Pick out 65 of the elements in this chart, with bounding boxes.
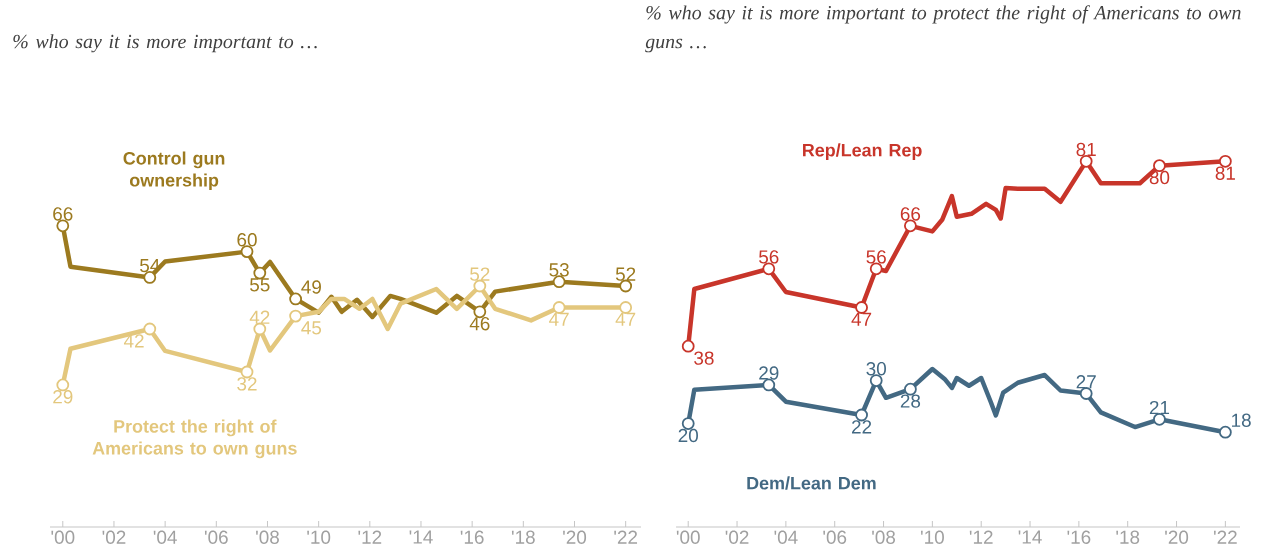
x-tick-label: '08 [256,530,279,544]
data-label: 28 [900,394,921,408]
x-tick-label: '22 [614,530,638,544]
data-label: 49 [301,280,321,294]
text: Rep/Lean Rep [803,143,922,161]
chart-title: % who say it is more important to protect the right of Americans to own guns … [645,5,1241,53]
x-tick-label: '12 [358,530,382,544]
x-tick-label: '14 [409,530,433,544]
x-tick-label: '14 [1018,530,1042,544]
data-label: 21 [1149,400,1170,415]
data-label: 46 [469,317,490,331]
text: Dem/Lean Dem [747,476,876,490]
data-label: 52 [615,267,636,281]
point [143,322,157,336]
data-label: 47 [549,312,569,326]
x-tick-label: '20 [1165,530,1189,544]
data-label: 42 [249,310,270,324]
data-label: 52 [470,267,490,281]
data-label: 55 [250,278,270,292]
data-label: 56 [759,250,779,264]
data-label: 53 [549,263,569,277]
point [1218,425,1232,439]
point [289,309,303,323]
x-tick-label: '18 [1116,530,1140,544]
chart-title: % who say it is more important to … [13,34,317,53]
x-tick-label: '22 [1213,530,1237,544]
x-tick-label: '10 [920,530,944,544]
x-tick-label: '16 [460,530,484,544]
x-tick-label: '12 [969,530,993,544]
point [289,292,303,306]
data-label: 32 [237,377,257,391]
data-label: 27 [1076,375,1096,389]
data-label: 81 [1215,166,1235,180]
data-label: 66 [900,207,921,221]
x-tick-label: '08 [872,530,896,544]
data-label: 29 [53,390,73,404]
data-label: 47 [615,312,636,326]
data-label: 56 [866,250,886,264]
text: Control gun ownership [123,151,225,191]
x-tick-label: '20 [563,530,587,544]
x-tick-label: '16 [1067,530,1091,544]
data-label: 47 [851,312,872,326]
x-tick-label: '02 [102,530,126,544]
x-tick-label: '04 [774,530,798,544]
x-tick-label: '06 [823,530,847,544]
data-label: 45 [301,321,322,335]
x-tick-label: '00 [676,530,700,544]
x-tick-label: '02 [725,530,749,544]
data-label: 22 [852,420,872,434]
data-label: 18 [1232,413,1251,427]
point [681,339,695,353]
data-label: 38 [694,351,714,365]
data-label: 66 [53,207,73,221]
data-label: 81 [1076,142,1096,157]
x-tick-label: '04 [153,530,177,544]
data-label: 20 [678,428,698,443]
x-tick-label: '10 [307,530,331,544]
text: Protect the right of Americans to own guns [92,419,297,459]
data-label: 42 [123,334,144,348]
data-label: 60 [237,233,257,247]
data-label: 29 [759,366,779,380]
x-tick-label: '06 [204,530,228,544]
x-tick-label: '00 [51,530,75,544]
data-label: 30 [866,362,886,376]
x-tick-label: '18 [511,530,535,544]
